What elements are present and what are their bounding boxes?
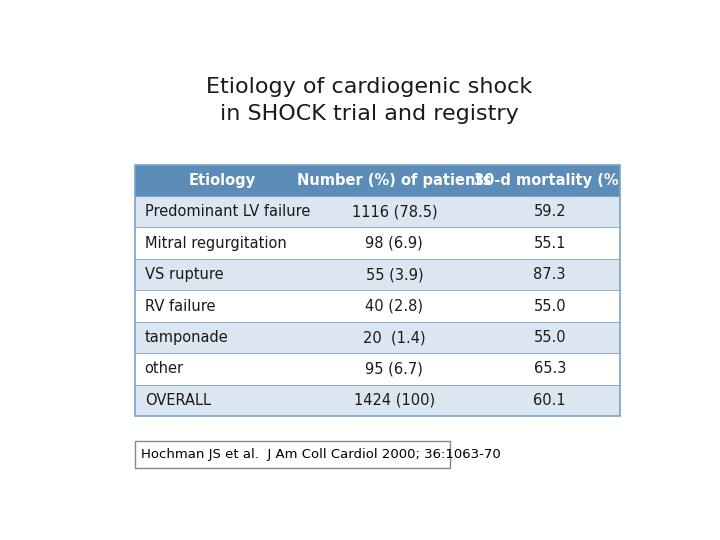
Bar [480, 322, 620, 353]
Text: Etiology of cardiogenic shock
in SHOCK trial and registry: Etiology of cardiogenic shock in SHOCK t… [206, 77, 532, 124]
Text: 65.3: 65.3 [534, 361, 566, 376]
Text: tamponade: tamponade [145, 330, 228, 345]
Text: 55.0: 55.0 [534, 299, 566, 314]
Text: 59.2: 59.2 [534, 204, 566, 219]
Text: Hochman JS et al.  J Am Coll Cardiol 2000; 36:1063-70: Hochman JS et al. J Am Coll Cardiol 2000… [141, 448, 501, 461]
Text: 1424 (100): 1424 (100) [354, 393, 435, 408]
Bar [310, 384, 480, 416]
Bar [135, 165, 620, 416]
Bar [480, 227, 620, 259]
Text: 87.3: 87.3 [534, 267, 566, 282]
Text: OVERALL: OVERALL [145, 393, 211, 408]
Bar [480, 259, 620, 291]
Text: Etiology: Etiology [189, 173, 256, 188]
Bar [310, 322, 480, 353]
Text: 40 (2.8): 40 (2.8) [365, 299, 423, 314]
Bar [310, 291, 480, 322]
Bar [310, 227, 480, 259]
Text: Mitral regurgitation: Mitral regurgitation [145, 235, 287, 251]
Bar [480, 291, 620, 322]
Text: 60.1: 60.1 [534, 393, 566, 408]
Bar [135, 322, 310, 353]
Bar [135, 441, 450, 468]
Bar [135, 353, 310, 384]
Bar [135, 259, 310, 291]
Text: 55 (3.9): 55 (3.9) [366, 267, 423, 282]
Text: 30-d mortality (%): 30-d mortality (%) [474, 173, 626, 188]
Text: Number (%) of patients: Number (%) of patients [297, 173, 492, 188]
Bar [135, 227, 310, 259]
Text: VS rupture: VS rupture [145, 267, 223, 282]
Bar [310, 196, 480, 227]
Bar [310, 259, 480, 291]
Text: 55.1: 55.1 [534, 235, 566, 251]
Bar [480, 384, 620, 416]
Bar [135, 196, 310, 227]
Text: 95 (6.7): 95 (6.7) [366, 361, 423, 376]
Text: RV failure: RV failure [145, 299, 215, 314]
Bar [135, 291, 310, 322]
Bar [310, 165, 480, 196]
Bar [480, 353, 620, 384]
Bar [480, 196, 620, 227]
Bar [135, 384, 310, 416]
Text: 98 (6.9): 98 (6.9) [366, 235, 423, 251]
Bar [480, 165, 620, 196]
Text: 20  (1.4): 20 (1.4) [363, 330, 426, 345]
Bar [310, 353, 480, 384]
Text: other: other [145, 361, 184, 376]
Bar [135, 165, 310, 196]
Text: 55.0: 55.0 [534, 330, 566, 345]
Text: 1116 (78.5): 1116 (78.5) [351, 204, 437, 219]
Text: Predominant LV failure: Predominant LV failure [145, 204, 310, 219]
